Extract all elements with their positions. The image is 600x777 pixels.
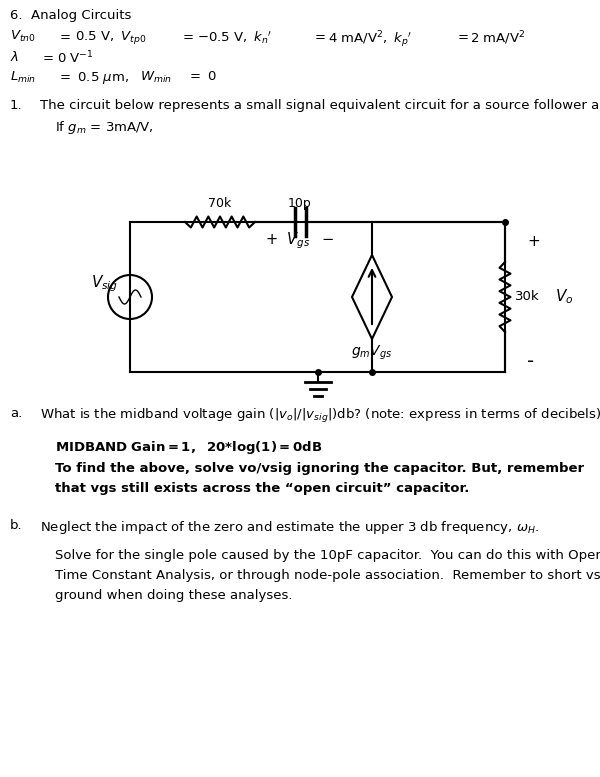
Text: $2\ \mathrm{mA/V^2}$: $2\ \mathrm{mA/V^2}$ [470, 29, 525, 47]
Text: +: + [527, 234, 540, 249]
Text: $=$: $=$ [455, 29, 469, 42]
Text: $0\ \mathrm{V^{-1}}$: $0\ \mathrm{V^{-1}}$ [57, 50, 94, 67]
Text: $=$: $=$ [312, 29, 326, 42]
Text: $=$: $=$ [40, 50, 54, 63]
Text: 30k: 30k [515, 291, 539, 304]
Text: $=\ 0.5\ \mu\mathrm{m,}$: $=\ 0.5\ \mu\mathrm{m,}$ [57, 70, 129, 86]
Text: b.: b. [10, 519, 23, 532]
Text: 70k: 70k [208, 197, 232, 210]
Text: $=$: $=$ [180, 29, 194, 42]
Text: $g_m V_{gs}$: $g_m V_{gs}$ [352, 344, 392, 362]
Text: If $g_m$ = 3mA/V,: If $g_m$ = 3mA/V, [55, 119, 154, 136]
Text: Neglect the impact of the zero and estimate the upper 3 db frequency, $\omega_H$: Neglect the impact of the zero and estim… [40, 519, 539, 536]
Text: $V_{sig}$: $V_{sig}$ [91, 274, 118, 294]
Text: a.: a. [10, 407, 22, 420]
Text: 1.: 1. [10, 99, 23, 112]
Text: Solve for the single pole caused by the 10pF capacitor.  You can do this with Op: Solve for the single pole caused by the … [55, 549, 600, 562]
Text: $-0.5\ \mathrm{V,}\ k_n{^\prime}$: $-0.5\ \mathrm{V,}\ k_n{^\prime}$ [197, 29, 272, 46]
Text: $L_{min}$: $L_{min}$ [10, 70, 36, 85]
Text: $\lambda$: $\lambda$ [10, 50, 19, 64]
Text: 10p: 10p [288, 197, 312, 210]
Text: $4\ \mathrm{mA/V^2,}\ k_p{^\prime}$: $4\ \mathrm{mA/V^2,}\ k_p{^\prime}$ [328, 29, 412, 50]
Text: that vgs still exists across the “open circuit” capacitor.: that vgs still exists across the “open c… [55, 482, 469, 495]
Text: $W_{min}$: $W_{min}$ [140, 70, 172, 85]
Text: $V_{tn0}$: $V_{tn0}$ [10, 29, 36, 44]
Text: -: - [527, 352, 534, 371]
Text: What is the midband voltage gain ($|v_o|/|v_{sig}|$)db? (note: express in terms : What is the midband voltage gain ($|v_o|… [40, 407, 600, 425]
Text: $0.5\ \mathrm{V,}\ V_{tp0}$: $0.5\ \mathrm{V,}\ V_{tp0}$ [75, 29, 146, 46]
Text: $\mathbf{MIDBAND\ Gain = 1,\ \ 20{*}log(1) = 0dB}$: $\mathbf{MIDBAND\ Gain = 1,\ \ 20{*}log(… [55, 439, 322, 456]
Text: $=\ 0$: $=\ 0$ [187, 70, 217, 83]
Text: 6.  Analog Circuits: 6. Analog Circuits [10, 9, 131, 22]
Text: $V_o$: $V_o$ [555, 287, 574, 306]
Text: $+\ \ V_{gs}\ \ -$: $+\ \ V_{gs}\ \ -$ [265, 230, 334, 251]
Text: To find the above, solve vo/vsig ignoring the capacitor. But, remember: To find the above, solve vo/vsig ignorin… [55, 462, 584, 475]
Text: Time Constant Analysis, or through node-pole association.  Remember to short vsi: Time Constant Analysis, or through node-… [55, 569, 600, 582]
Text: The circuit below represents a small signal equivalent circuit for a source foll: The circuit below represents a small sig… [40, 99, 600, 112]
Text: ground when doing these analyses.: ground when doing these analyses. [55, 589, 293, 602]
Text: $=$: $=$ [57, 29, 71, 42]
